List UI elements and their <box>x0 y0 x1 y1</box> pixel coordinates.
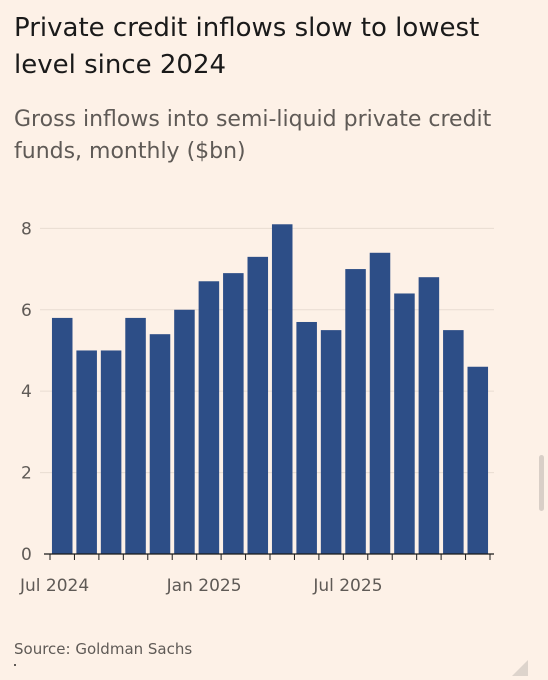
bar-nov-2025 <box>443 330 464 554</box>
bar-sep-2025 <box>394 293 415 554</box>
bar-jul-2025 <box>345 269 366 554</box>
y-tick-label: 0 <box>21 545 32 565</box>
bar-sep-2024 <box>100 350 122 554</box>
y-tick-label: 2 <box>21 464 32 484</box>
bar-feb-2025 <box>223 273 244 554</box>
bar-jul-2024 <box>51 317 73 554</box>
bar-oct-2024 <box>125 317 146 554</box>
bar-chart: 0 2 4 6 8 Jul 2024 Jan 2025 Jul 2025 <box>19 219 494 596</box>
source-note: Source: Goldman Sachs <box>14 640 193 658</box>
y-axis-ticks: 0 2 4 6 8 <box>21 219 32 565</box>
bar-jan-2025 <box>198 281 220 554</box>
chart-subtitle: Gross inflows into semi-liquid private c… <box>14 107 492 164</box>
bar-mar-2025 <box>247 256 269 554</box>
x-tick-label: Jul 2025 <box>312 576 382 596</box>
bar-dec-2025 <box>467 366 489 554</box>
footer-dot <box>14 664 16 666</box>
bar-aug-2024 <box>76 350 97 554</box>
bar-nov-2024 <box>149 334 171 554</box>
bar-aug-2025 <box>369 252 391 554</box>
x-tick-label: Jul 2024 <box>19 576 89 596</box>
y-tick-label: 6 <box>21 301 32 321</box>
bar-may-2025 <box>296 321 317 554</box>
bars <box>44 224 494 555</box>
bar-apr-2025 <box>271 224 293 554</box>
bar-dec-2024 <box>174 309 195 554</box>
x-axis-ticks: Jul 2024 Jan 2025 Jul 2025 <box>19 554 491 596</box>
y-tick-label: 8 <box>21 219 32 239</box>
chart-title: Private credit inflows slow to lowest le… <box>14 13 480 80</box>
resize-handle-icon[interactable] <box>512 660 528 676</box>
x-tick-label: Jan 2025 <box>166 576 242 596</box>
bar-oct-2025 <box>418 277 440 554</box>
scrollbar-thumb[interactable] <box>539 455 544 511</box>
y-tick-label: 4 <box>21 382 32 402</box>
bar-jun-2025 <box>320 330 342 554</box>
